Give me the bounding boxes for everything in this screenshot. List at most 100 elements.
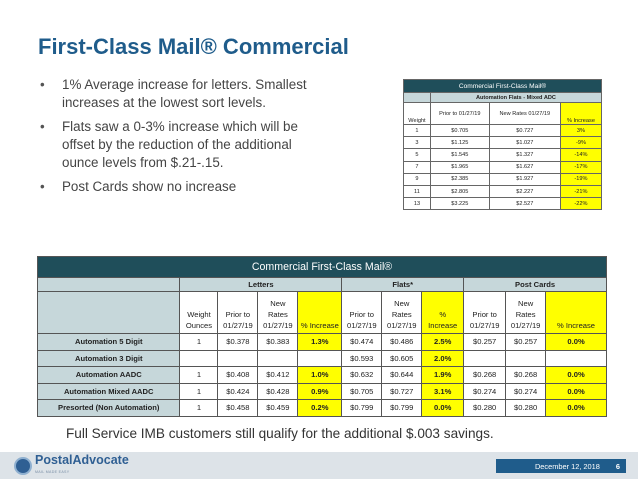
cell-new: $1.327: [488, 148, 561, 162]
row-label: Automation 5 Digit: [36, 333, 181, 351]
cell-value: $0.257: [505, 333, 547, 351]
table-row: 5 $1.545 $1.327 -14%: [403, 148, 603, 162]
col-header-prior: Prior to 01/27/19: [217, 291, 259, 334]
cell-value: $0.799: [341, 399, 383, 417]
cell-pct: 0.0%: [545, 333, 607, 351]
rates-comparison-table: Commercial First-Class Mail® Letters Fla…: [36, 256, 607, 417]
cell-prior: $1.965: [429, 160, 490, 174]
cell-value: $0.644: [381, 366, 423, 384]
page-number: 6: [615, 461, 620, 471]
col-header-pct: % Increase: [559, 102, 603, 125]
cell-pct: 1.3%: [297, 333, 343, 351]
bullet-item: 1% Average increase for letters. Smalles…: [40, 76, 330, 112]
cell-prior: $2.805: [429, 184, 490, 199]
cell-weight: 5: [403, 148, 431, 162]
cell-pct: 0.0%: [545, 399, 607, 417]
col-header-pct: % Increase: [545, 291, 607, 334]
cell-pct: -19%: [559, 172, 603, 186]
table-row: 11 $2.805 $2.227 -21%: [403, 184, 603, 199]
cell-pct: 3%: [559, 123, 603, 138]
cell-pct: -14%: [559, 148, 603, 162]
cell-pct: 1.0%: [297, 366, 343, 384]
cell-prior: $2.385: [429, 172, 490, 186]
col-header-prior: Prior to 01/27/19: [463, 291, 507, 334]
table-subtitle: Automation Flats - Mixed ADC: [429, 92, 603, 103]
logo-name: PostalAdvocate: [35, 453, 129, 467]
col-header-prior: Prior to 01/27/19: [429, 102, 490, 125]
col-header-new: New Rates 01/27/19: [488, 102, 561, 125]
cell-value: $0.632: [341, 366, 383, 384]
cell-value: $0.474: [341, 333, 383, 351]
cell-value: $0.274: [463, 382, 507, 400]
cell-weight: 1: [403, 123, 431, 138]
table-row: Automation AADC 1 $0.408 $0.412 1.0% $0.…: [36, 366, 607, 384]
cell-value: $0.799: [381, 399, 423, 417]
cell-value: [505, 349, 547, 367]
row-label: Automation Mixed AADC: [36, 382, 181, 400]
page-title: First-Class Mail® Commercial: [38, 34, 349, 59]
col-header-weight: Weight: [403, 102, 431, 125]
col-header-pct: % Increase: [297, 291, 343, 334]
cell-weight: 3: [403, 136, 431, 150]
group-header-flats: Flats*: [341, 277, 465, 292]
cell-weight: 7: [403, 160, 431, 174]
cell-weight: 1: [179, 366, 219, 384]
cell-prior: $1.545: [429, 148, 490, 162]
col-header-new: New Rates 01/27/19: [505, 291, 547, 334]
cell-pct: 0.0%: [421, 399, 465, 417]
footer-info: December 12, 2018 6: [496, 459, 626, 473]
cell-value: $0.605: [381, 349, 423, 367]
table-row: Automation 3 Digit $0.593 $0.605 2.0%: [36, 349, 607, 367]
cell-weight: 1: [179, 399, 219, 417]
cell-value: $0.280: [463, 399, 507, 417]
bullet-item: Post Cards show no increase: [40, 178, 330, 196]
cell-weight: 1: [179, 333, 219, 351]
cell-value: [217, 349, 259, 367]
globe-icon: [14, 457, 32, 475]
cell-prior: $3.225: [429, 197, 490, 211]
col-header-weight: Weight Ounces: [179, 291, 219, 334]
cell-value: $0.268: [505, 366, 547, 384]
cell-weight: 11: [403, 184, 431, 199]
cell-value: $0.378: [217, 333, 259, 351]
cell-value: $0.593: [341, 349, 383, 367]
logo-text: PostalAdvocate MAIL MADE EASY: [35, 454, 129, 478]
cell-value: $0.727: [381, 382, 423, 400]
col-header-pct: % Increase: [421, 291, 465, 334]
col-header-new: New Rates 01/27/19: [257, 291, 299, 334]
cell-new: $1.027: [488, 136, 561, 150]
cell-pct: -9%: [559, 136, 603, 150]
bullet-list: 1% Average increase for letters. Smalles…: [40, 76, 330, 202]
cell-pct: 2.0%: [421, 349, 465, 367]
flats-weight-table: Commercial First-Class Mail® Automation …: [403, 79, 603, 211]
cell-value: $0.424: [217, 382, 259, 400]
row-label: Automation AADC: [36, 366, 181, 384]
cell-pct: 0.2%: [297, 399, 343, 417]
cell-value: [463, 349, 507, 367]
table-row: 1 $0.705 $0.727 3%: [403, 123, 603, 138]
table-row: Automation Mixed AADC 1 $0.424 $0.428 0.…: [36, 382, 607, 400]
cell-pct: -22%: [559, 197, 603, 211]
cell-new: $0.727: [488, 123, 561, 138]
cell-weight: 13: [403, 197, 431, 211]
table-row: 13 $3.225 $2.527 -22%: [403, 197, 603, 211]
cell-pct: 2.5%: [421, 333, 465, 351]
cell-value: $0.257: [463, 333, 507, 351]
cell-pct: -21%: [559, 184, 603, 199]
cell-value: $0.458: [217, 399, 259, 417]
row-label: Automation 3 Digit: [36, 349, 181, 367]
cell-value: $0.383: [257, 333, 299, 351]
cell-new: $1.927: [488, 172, 561, 186]
group-header-letters: Letters: [179, 277, 343, 292]
table-title: Commercial First-Class Mail®: [403, 79, 602, 93]
cell-weight: 1: [179, 382, 219, 400]
table-row: 9 $2.385 $1.927 -19%: [403, 172, 603, 186]
cell-prior: $0.705: [429, 123, 490, 138]
cell-pct: 1.9%: [421, 366, 465, 384]
cell-value: $0.428: [257, 382, 299, 400]
cell-pct: -17%: [559, 160, 603, 174]
cell-pct: [545, 349, 607, 367]
table-title: Commercial First-Class Mail®: [37, 256, 607, 278]
cell-value: $0.486: [381, 333, 423, 351]
cell-new: $2.527: [488, 197, 561, 211]
